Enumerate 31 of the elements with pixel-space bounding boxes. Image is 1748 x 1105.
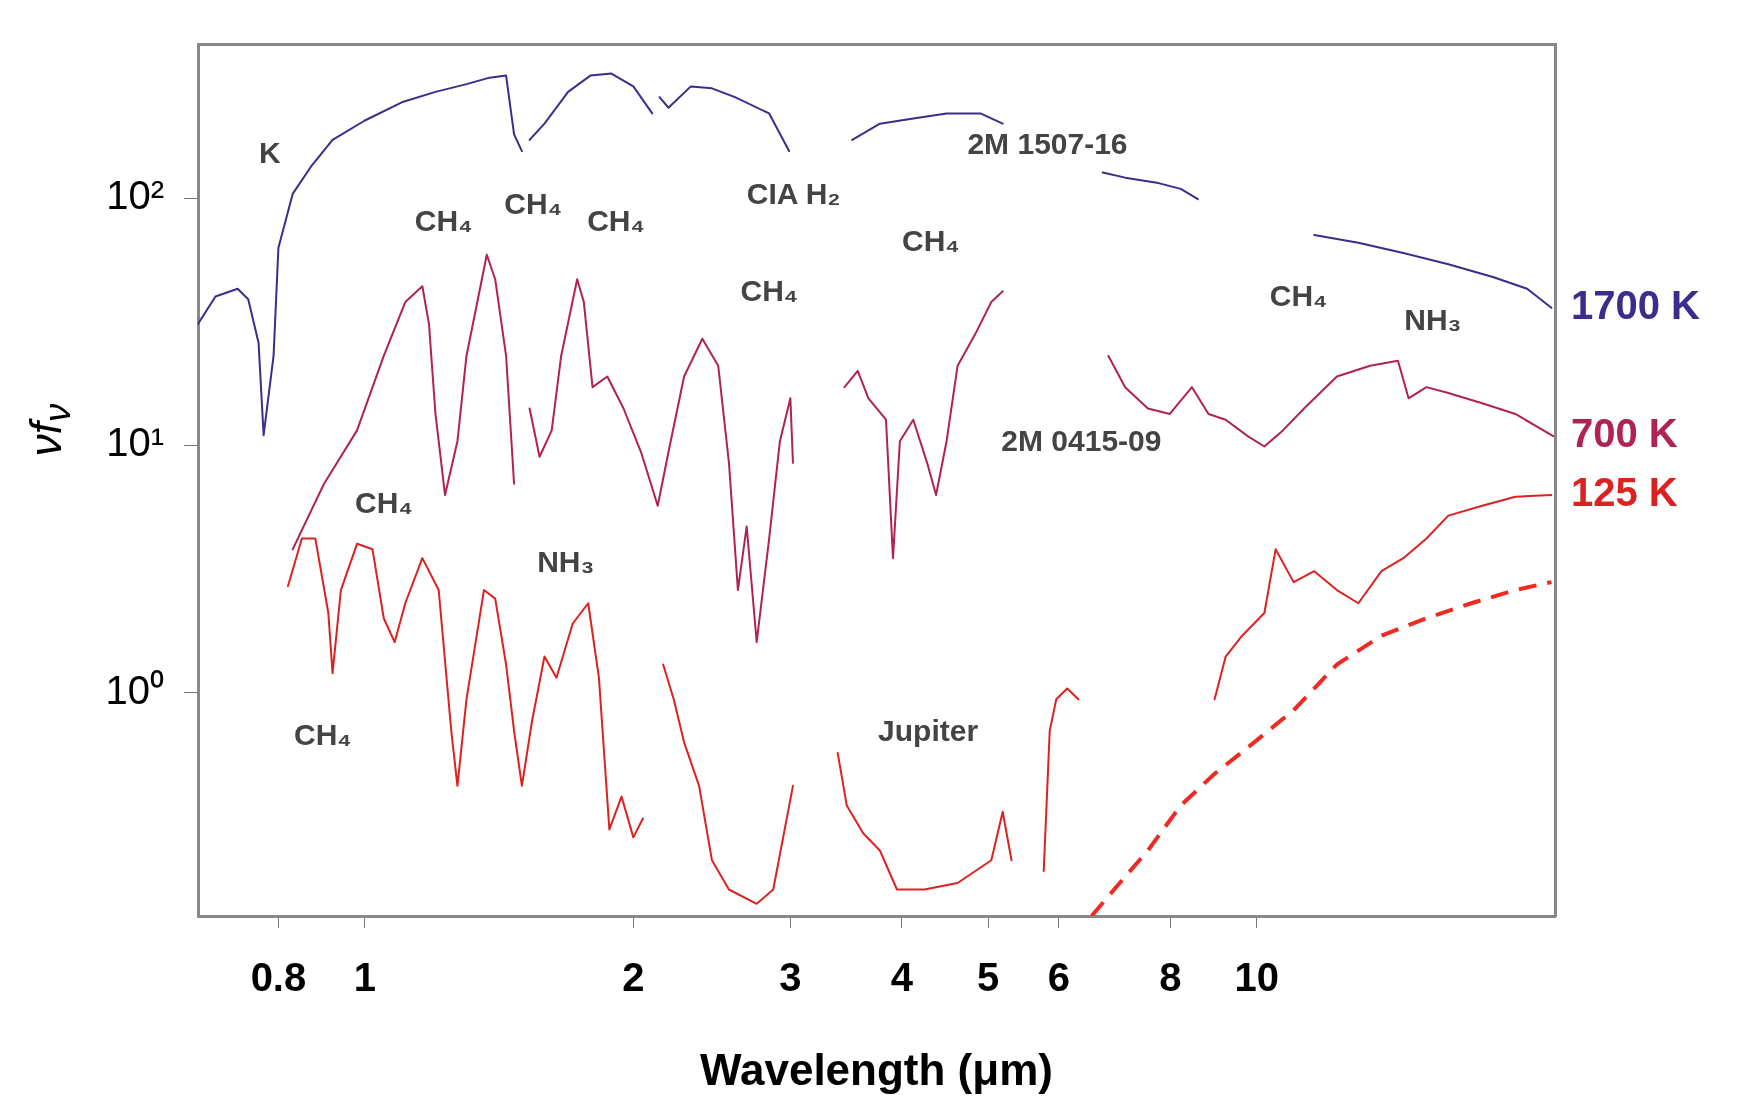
x-tick-label: 10 [1234,955,1279,1000]
annotation: CH₄ [294,717,352,751]
annotation: K [259,136,282,170]
x-tick-label: 3 [779,955,802,1000]
y-tick-label: 10⁰ [105,667,164,712]
annotation: NH₃ [537,544,595,578]
series-label: 1700 K [1571,282,1701,327]
x-tick-label: 0.8 [250,955,307,1000]
annotation: CIA H₂ [746,176,841,210]
annotation: CH₄ [355,485,413,519]
annotation: 2M 0415-09 [1001,423,1162,457]
x-tick-label: 5 [977,955,1000,1000]
x-tick-label: 2 [622,955,645,1000]
annotation: CH₄ [1269,279,1328,313]
x-tick-label: 6 [1047,955,1070,1000]
annotation: Jupiter [878,714,979,748]
x-tick-label: 8 [1159,955,1182,1000]
annotation: CH₄ [740,273,799,307]
annotation: CH₄ [587,204,645,238]
x-tick-label: 4 [890,955,914,1000]
annotation: NH₃ [1404,303,1462,337]
annotation: CH₄ [504,187,562,221]
x-tick-label: 1 [353,955,376,1000]
series-label: 125 K [1571,470,1678,515]
series-label: 700 K [1571,411,1678,456]
annotation: 2M 1507-16 [967,127,1128,161]
x-axis-title: Wavelength (μm) [700,1044,1053,1094]
y-tick-label: 10¹ [106,420,164,465]
annotation: CH₄ [901,224,960,258]
annotation: CH₄ [414,204,473,238]
y-tick-label: 10² [106,173,164,218]
